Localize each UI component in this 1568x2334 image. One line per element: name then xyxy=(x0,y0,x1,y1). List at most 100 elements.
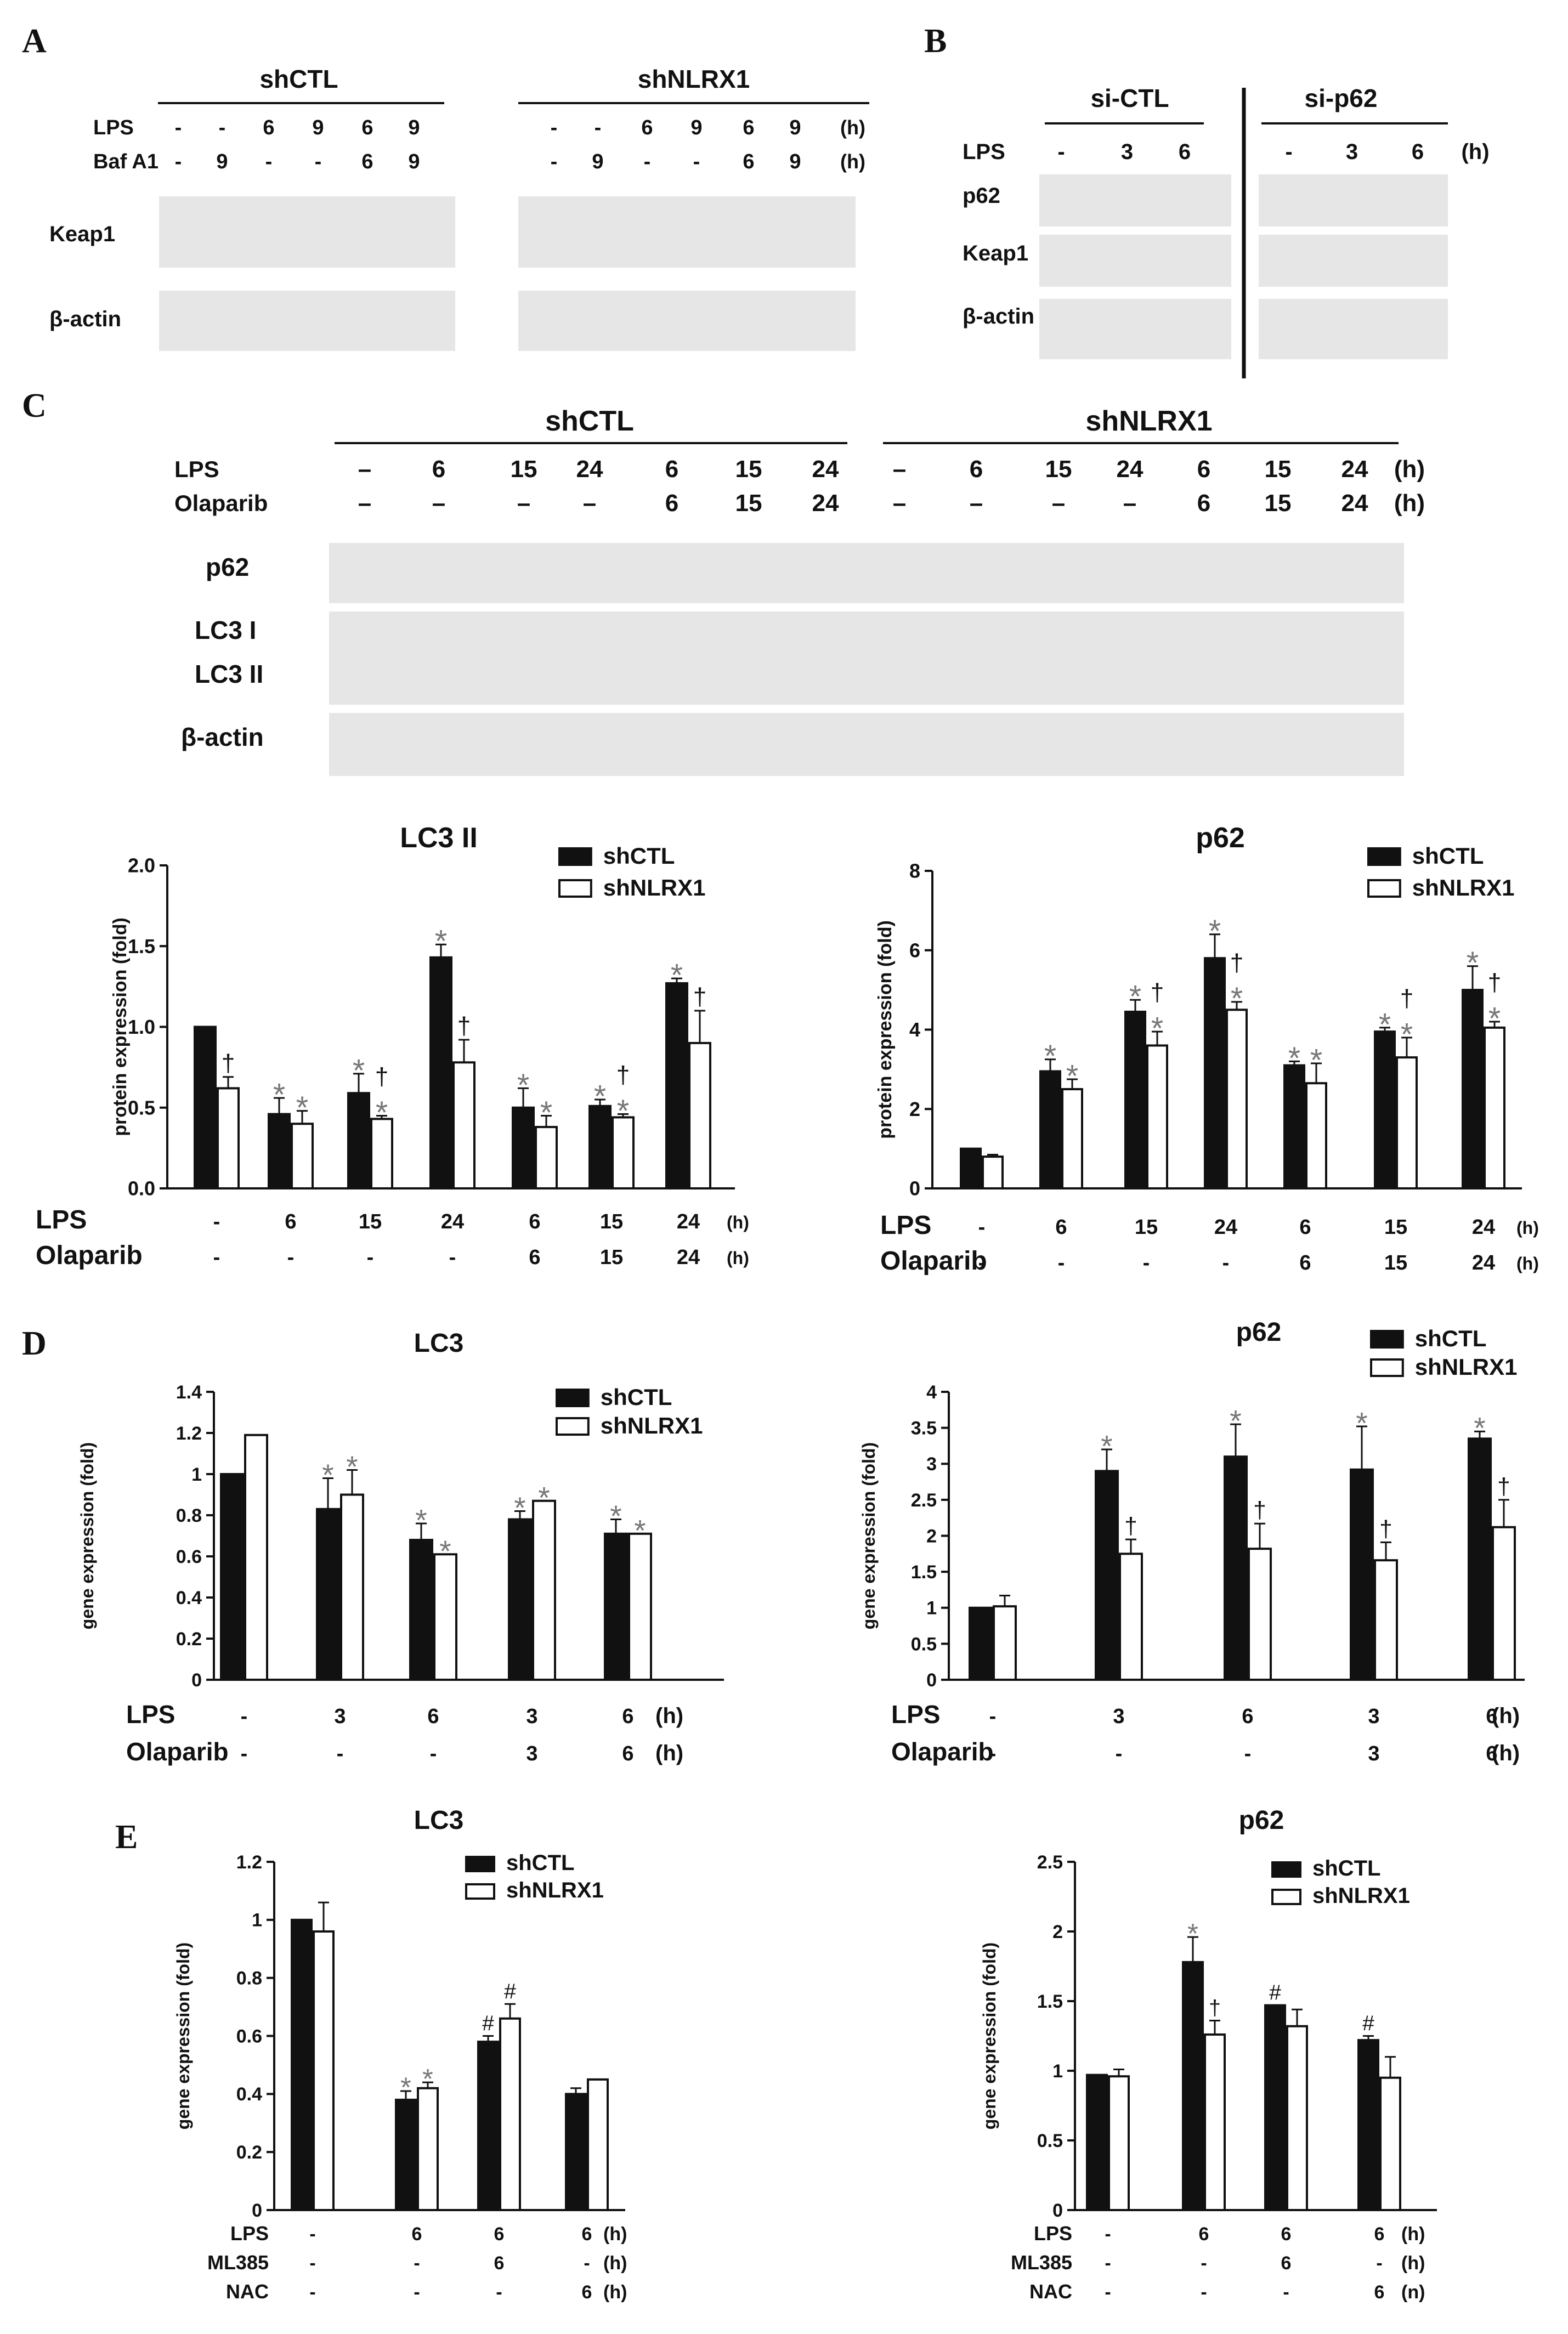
bar-shctl xyxy=(565,2093,587,2211)
x-row-value: 6 xyxy=(1242,1705,1253,1728)
bar-shnlrx1 xyxy=(688,1041,711,1189)
lane-value: 9 xyxy=(408,116,420,139)
x-row-value: - xyxy=(1222,1251,1230,1274)
x-row-value: - xyxy=(449,1246,456,1269)
y-tick-label: 0.0 xyxy=(128,1177,155,1200)
x-row-label: ML385 xyxy=(207,2251,269,2274)
y-tick-label: 0 xyxy=(909,1177,920,1200)
lane-value: 6 xyxy=(263,116,274,139)
group-label-shnlrx1: shNLRX1 xyxy=(1085,405,1212,437)
x-row-value: 24 xyxy=(441,1210,464,1233)
lane-value: 6 xyxy=(665,490,678,517)
lane-value: - xyxy=(1057,140,1065,164)
y-axis-label: gene expression (fold) xyxy=(859,1442,879,1629)
x-row-unit: (h) xyxy=(603,2224,627,2245)
blot-label: LC3 II xyxy=(195,660,263,688)
significance-mark: * xyxy=(400,2072,411,2103)
x-row-value: - xyxy=(309,2224,315,2245)
x-row-value: 6 xyxy=(582,2282,592,2303)
legend-swatch xyxy=(556,1389,590,1407)
x-row-value: 6 xyxy=(529,1246,540,1269)
lane-value: - xyxy=(1285,140,1292,164)
x-row-label: LPS xyxy=(1034,2222,1072,2245)
undefined-membrane xyxy=(518,196,856,268)
lane-value: 6 xyxy=(665,456,678,483)
legend-swatch xyxy=(1271,1861,1301,1878)
x-row-value: - xyxy=(1105,2224,1111,2245)
g xyxy=(329,543,1404,603)
bar-shctl xyxy=(1468,1437,1492,1681)
unit-label: (h) xyxy=(1394,456,1425,483)
panel-letter-e: E xyxy=(115,1819,138,1856)
significance-mark: * xyxy=(1066,1058,1078,1094)
bar-shnlrx1 xyxy=(993,1605,1017,1681)
y-tick-label: 1 xyxy=(926,1598,937,1619)
legend-label: shNLRX1 xyxy=(1412,875,1515,900)
x-row-unit: (h) xyxy=(603,2253,627,2274)
legend-swatch xyxy=(1367,847,1401,866)
significance-mark: * xyxy=(1044,1039,1056,1074)
unit-label: (h) xyxy=(840,150,865,173)
significance-mark: # xyxy=(1269,1981,1281,2005)
bar-shnlrx1 xyxy=(535,1126,558,1190)
x-row-value: 3 xyxy=(526,1742,537,1765)
blot-label: β-actin xyxy=(963,304,1034,328)
legend-swatch xyxy=(1370,1330,1404,1349)
x-row-value: - xyxy=(367,1246,374,1269)
significance-mark: † xyxy=(1151,979,1164,1006)
blot-label: Keap1 xyxy=(49,222,115,246)
blot-label: LC3 I xyxy=(195,616,256,644)
blot-label: Keap1 xyxy=(963,241,1028,265)
y-tick-label: 4 xyxy=(909,1018,920,1041)
x-row-value: - xyxy=(1116,1742,1123,1765)
y-tick-label: 2.5 xyxy=(911,1490,937,1511)
lane-value: 24 xyxy=(1341,490,1368,517)
x-row-value: 6 xyxy=(427,1705,439,1728)
x-row-value: 6 xyxy=(1486,1705,1497,1728)
lane-value: 6 xyxy=(743,150,754,173)
x-row-unit: (h) xyxy=(727,1248,749,1268)
g xyxy=(518,291,856,351)
significance-mark: * xyxy=(346,1449,358,1483)
y-tick-label: 2 xyxy=(909,1098,920,1120)
x-row-value: - xyxy=(213,1210,220,1233)
g xyxy=(1039,174,1231,226)
x-row-value: - xyxy=(287,1246,295,1269)
significance-mark: * xyxy=(610,1499,621,1533)
blot-label: β-actin xyxy=(181,723,264,751)
bar-shnlrx1 xyxy=(532,1499,556,1681)
y-tick-label: 0.8 xyxy=(236,1968,262,1989)
lane-value: 6 xyxy=(1197,456,1210,483)
bar-shctl xyxy=(477,2041,499,2211)
x-row-unit: (h) xyxy=(1492,1704,1520,1728)
x-row-unit: (h) xyxy=(1401,2224,1425,2245)
x-row-value: 15 xyxy=(1384,1216,1407,1239)
undefined-membrane xyxy=(159,291,455,351)
bar-shnlrx1 xyxy=(1492,1526,1516,1681)
y-tick-label: 0.6 xyxy=(176,1546,202,1567)
x-row-value: 3 xyxy=(1113,1705,1124,1728)
g xyxy=(159,196,455,268)
x-row-unit: (n) xyxy=(1401,2282,1425,2303)
chart-title: p62 xyxy=(1196,822,1245,854)
significance-mark: * xyxy=(1488,1001,1501,1036)
lane-value: 6 xyxy=(641,116,653,139)
bar-shctl xyxy=(1095,1470,1119,1681)
bar-shctl xyxy=(1357,2039,1379,2212)
x-row-value: 15 xyxy=(1384,1251,1407,1274)
unit-label: (h) xyxy=(840,116,865,139)
y-tick-label: 0 xyxy=(926,1670,937,1691)
y-tick-label: 0.2 xyxy=(236,2142,262,2163)
bar-shnlrx1 xyxy=(217,1087,240,1190)
significance-mark: * xyxy=(1310,1043,1322,1078)
panel-letter-a: A xyxy=(22,22,47,60)
bar-shctl xyxy=(220,1473,244,1681)
y-tick-label: 6 xyxy=(909,939,920,961)
x-row-unit: (h) xyxy=(1516,1218,1539,1238)
bar-shctl xyxy=(429,956,452,1189)
significance-mark: † xyxy=(1379,1516,1392,1542)
legend-label: shNLRX1 xyxy=(1415,1354,1518,1380)
bar-shnlrx1 xyxy=(417,2087,439,2211)
x-row-value: - xyxy=(1105,2282,1111,2303)
significance-mark: * xyxy=(1231,981,1243,1016)
